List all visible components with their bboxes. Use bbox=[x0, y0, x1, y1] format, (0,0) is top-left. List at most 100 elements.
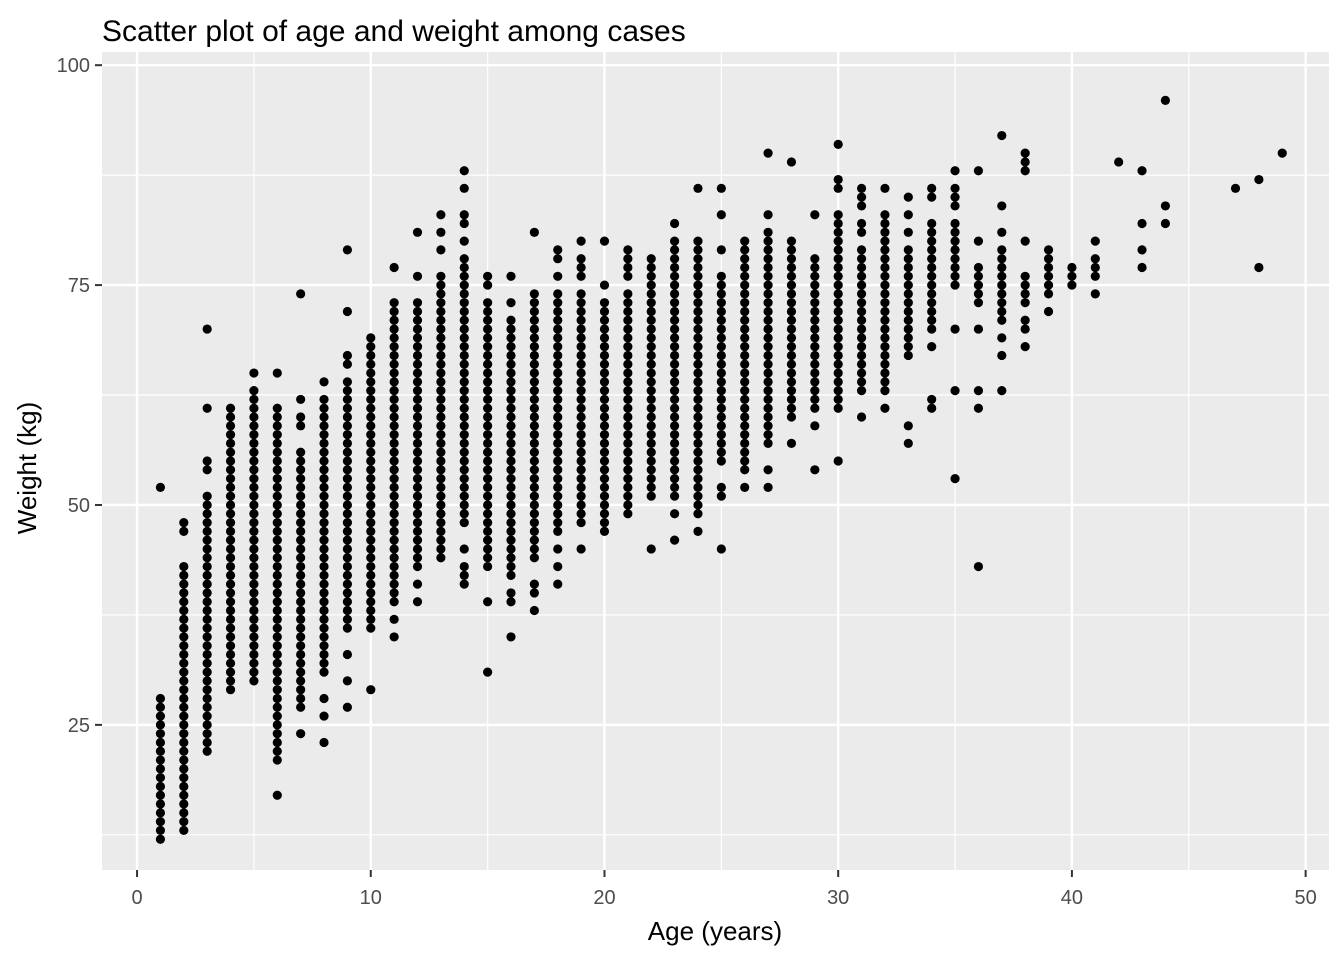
data-point bbox=[272, 553, 282, 563]
data-point bbox=[342, 350, 352, 361]
data-point bbox=[483, 447, 493, 457]
data-point bbox=[646, 491, 656, 501]
data-point bbox=[225, 491, 236, 501]
data-point bbox=[810, 315, 820, 325]
data-point bbox=[225, 430, 236, 440]
data-point bbox=[296, 693, 306, 704]
data-point bbox=[670, 271, 680, 281]
data-point bbox=[880, 386, 890, 396]
data-point bbox=[412, 315, 423, 325]
data-point bbox=[763, 289, 773, 299]
data-point bbox=[529, 553, 539, 563]
data-point bbox=[670, 315, 680, 325]
data-point bbox=[740, 262, 750, 273]
data-point bbox=[950, 324, 960, 334]
data-point bbox=[599, 386, 610, 396]
data-point bbox=[366, 482, 376, 492]
data-point bbox=[272, 711, 282, 721]
data-point bbox=[272, 605, 282, 616]
data-point bbox=[319, 693, 329, 704]
data-point bbox=[623, 333, 633, 343]
data-point bbox=[810, 465, 820, 475]
data-point bbox=[459, 570, 469, 580]
data-point bbox=[412, 491, 423, 501]
data-point bbox=[599, 298, 610, 308]
data-point bbox=[763, 342, 773, 352]
data-point bbox=[272, 491, 282, 501]
data-point bbox=[880, 245, 890, 255]
data-point bbox=[436, 412, 446, 422]
data-point bbox=[833, 139, 843, 149]
data-point bbox=[903, 298, 913, 308]
data-point bbox=[740, 403, 750, 413]
data-point bbox=[856, 333, 867, 343]
data-point bbox=[179, 746, 189, 756]
data-point bbox=[670, 218, 680, 229]
data-point bbox=[856, 359, 867, 369]
data-point bbox=[693, 491, 703, 501]
data-point bbox=[1043, 254, 1054, 264]
data-point bbox=[740, 447, 750, 457]
data-point bbox=[459, 377, 469, 387]
data-point bbox=[389, 438, 399, 449]
data-point bbox=[786, 306, 797, 317]
data-point bbox=[553, 403, 563, 413]
data-point bbox=[506, 333, 516, 343]
data-point bbox=[436, 298, 446, 308]
data-point bbox=[646, 262, 656, 273]
data-point bbox=[856, 280, 867, 290]
data-point bbox=[880, 227, 890, 237]
data-point bbox=[997, 350, 1007, 361]
data-point bbox=[225, 447, 236, 457]
data-point bbox=[319, 614, 329, 624]
data-point bbox=[833, 342, 843, 352]
data-point bbox=[506, 482, 516, 492]
data-point bbox=[436, 342, 446, 352]
data-point bbox=[272, 544, 282, 554]
data-point bbox=[997, 386, 1007, 396]
data-point bbox=[623, 473, 633, 484]
data-point bbox=[436, 517, 446, 528]
data-point bbox=[1230, 183, 1241, 193]
data-point bbox=[810, 403, 820, 413]
data-point bbox=[833, 210, 843, 220]
data-point bbox=[202, 553, 212, 563]
data-point bbox=[459, 561, 469, 572]
data-point bbox=[786, 157, 797, 167]
data-point bbox=[880, 298, 890, 308]
data-point bbox=[506, 447, 516, 457]
data-point bbox=[272, 676, 282, 686]
data-point bbox=[646, 412, 656, 422]
data-point bbox=[179, 773, 189, 783]
data-point bbox=[693, 359, 703, 369]
data-point bbox=[763, 324, 773, 334]
data-point bbox=[179, 517, 189, 528]
data-point bbox=[576, 500, 586, 510]
data-point bbox=[342, 702, 352, 712]
data-point bbox=[623, 456, 633, 466]
data-point bbox=[576, 403, 586, 413]
data-point bbox=[179, 808, 189, 818]
data-point bbox=[319, 570, 329, 580]
data-point bbox=[599, 509, 610, 519]
data-point bbox=[436, 368, 446, 378]
data-point bbox=[342, 412, 352, 422]
data-point bbox=[670, 473, 680, 484]
data-point bbox=[202, 614, 212, 624]
data-point bbox=[296, 447, 306, 457]
data-point bbox=[529, 333, 539, 343]
data-point bbox=[202, 500, 212, 510]
data-point bbox=[833, 359, 843, 369]
data-point bbox=[763, 306, 773, 317]
data-point bbox=[459, 350, 469, 361]
data-point bbox=[1090, 289, 1100, 299]
data-point bbox=[249, 658, 259, 668]
data-point bbox=[810, 271, 820, 281]
data-point bbox=[319, 526, 329, 536]
data-point bbox=[155, 808, 166, 818]
data-point bbox=[856, 289, 867, 299]
data-point bbox=[763, 403, 773, 413]
data-point bbox=[483, 509, 493, 519]
data-point bbox=[506, 491, 516, 501]
data-point bbox=[459, 280, 469, 290]
